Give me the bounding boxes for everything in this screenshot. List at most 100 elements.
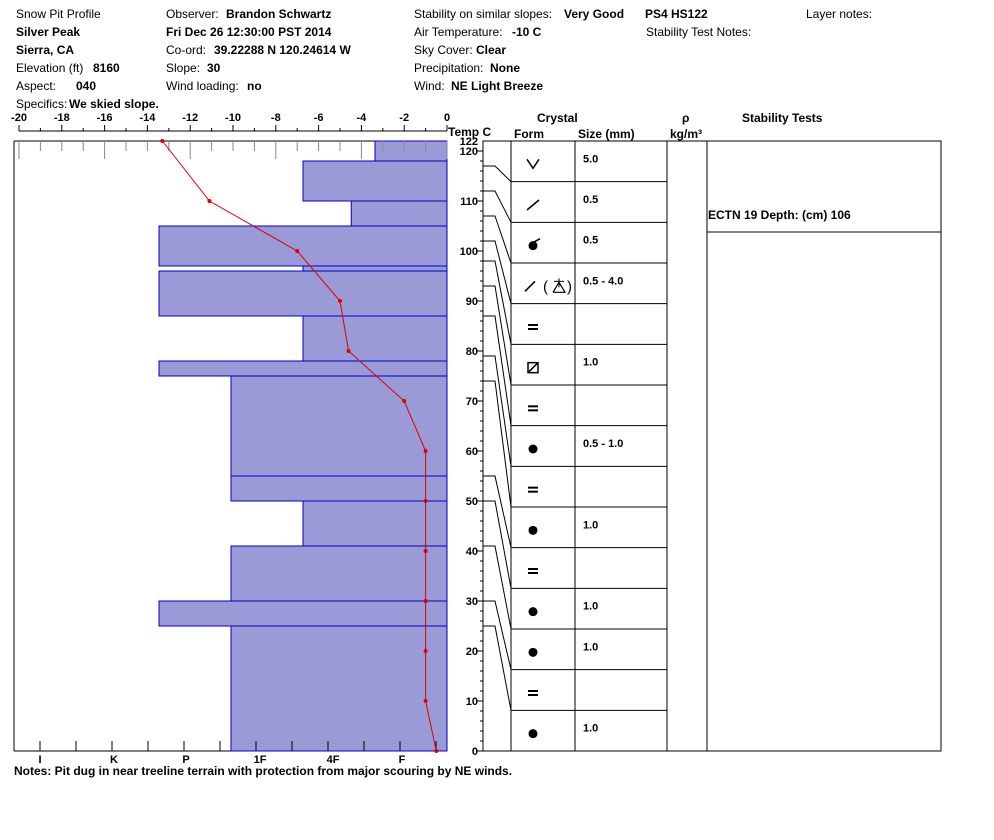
crystal-size: 0.5 [583, 194, 598, 206]
rounded-grain-icon [528, 525, 538, 535]
height-tick-label: 10 [466, 696, 478, 708]
sky-label: Sky Cover: [414, 43, 473, 57]
rounded-grain-icon [528, 607, 538, 617]
datetime: Fri Dec 26 12:30:00 PST 2014 [166, 25, 332, 39]
layer-connector [483, 475, 512, 548]
layer-connector [483, 165, 512, 183]
temperature-point [295, 249, 300, 253]
stability-tests-header: Stability Tests [742, 111, 823, 125]
height-tick-label: 20 [466, 646, 478, 658]
air-temp-value: -10 C [512, 25, 542, 39]
stability-test-result: ECTN 19 Depth: (cm) 106 [708, 208, 851, 222]
temperature-point [434, 749, 439, 753]
hardness-layer [230, 475, 448, 502]
crystal-size: 1.0 [583, 357, 598, 369]
density-unit-header: kg/m³ [670, 127, 703, 141]
hardness-label: P [182, 754, 189, 766]
air-temp-label: Air Temperature: [414, 25, 503, 39]
height-tick-label: 120 [460, 146, 478, 158]
layer-connector [483, 545, 512, 630]
observer-value: Brandon Schwartz [226, 7, 332, 21]
hardness-layer [230, 545, 448, 602]
layer-connector [483, 315, 512, 426]
hardness-layer [302, 500, 448, 547]
sky-value: Clear [476, 43, 507, 57]
notes: Notes: Pit dug in near treeline terrain … [14, 764, 513, 778]
hardness-label: I [38, 754, 41, 766]
layer-connector [483, 380, 512, 508]
stability-value: Very Good [564, 7, 625, 21]
decomposing-icon [526, 199, 540, 211]
layer-table-frame [482, 140, 942, 752]
hardness-layer [230, 375, 448, 477]
height-tick-label: 30 [466, 596, 478, 608]
hardness-layer [158, 225, 448, 267]
crystal-size: 1.0 [583, 519, 598, 531]
temperature-point [338, 299, 342, 303]
temp-axis-label: Temp C [448, 125, 492, 139]
temp-tick-label: -18 [54, 112, 70, 124]
size-header: Size (mm) [578, 127, 635, 141]
height-tick-label: 100 [460, 246, 478, 258]
rounded-grain-icon [528, 729, 538, 739]
rounded-grain-icon [528, 444, 538, 454]
temp-tick-label: -10 [225, 112, 241, 124]
hardness-label: 1F [254, 754, 267, 766]
temperature-point [346, 349, 351, 353]
temp-tick-label: -4 [357, 112, 368, 124]
temp-tick-label: -12 [182, 112, 198, 124]
hardness-layer [230, 625, 448, 752]
stability-test-notes-label: Stability Test Notes: [646, 25, 752, 39]
precip-label: Precipitation: [414, 61, 484, 75]
specifics-value: We skied slope. [69, 97, 159, 111]
crystal-size: 0.5 [583, 235, 598, 247]
elevation-label: Elevation (ft) [16, 61, 84, 75]
temp-tick-label: -20 [11, 112, 27, 124]
precip-value: None [490, 61, 520, 75]
temperature-point [160, 139, 165, 143]
wind-loading-label: Wind loading: [166, 79, 239, 93]
height-tick-label: 0 [472, 746, 478, 758]
depth-hoar-icon [526, 158, 540, 170]
temp-tick-label: -2 [399, 112, 409, 124]
height-top-label: 122 [460, 136, 478, 148]
aspect-value: 040 [76, 79, 97, 93]
hardness-layer [350, 200, 448, 227]
coord-value: 39.22288 N 120.24614 W [214, 43, 351, 57]
form-header: Form [514, 127, 544, 141]
layer-connector [483, 625, 512, 711]
layer-connector [483, 600, 512, 670]
faceted-icon [527, 362, 539, 374]
surface-hoar-icon [552, 281, 567, 293]
crystal-size: 1.0 [583, 723, 598, 735]
layer-notes-label: Layer notes: [806, 7, 873, 21]
hardness-label: K [110, 754, 118, 766]
hardness-layer [158, 600, 448, 627]
temperature-point [423, 549, 428, 553]
hardness-label: 4F [327, 754, 340, 766]
temperature-point [423, 599, 428, 603]
region: Sierra, CA [16, 43, 75, 57]
temp-tick-label: -6 [314, 112, 324, 124]
coord-label: Co-ord: [166, 43, 207, 57]
temp-tick-label: -8 [271, 112, 281, 124]
faceted-icon [527, 361, 539, 374]
hardness-layer [158, 360, 448, 377]
ps-value: PS4 HS122 [645, 7, 708, 21]
temp-tick-label: 0 [444, 112, 450, 124]
hardness-layer [302, 315, 448, 362]
temperature-point [207, 199, 212, 203]
layer-connector [483, 190, 512, 223]
layer-connector [483, 500, 512, 589]
height-tick-label: 70 [466, 396, 478, 408]
hardness-layer [302, 265, 448, 272]
wind-loading-value: no [247, 79, 262, 93]
crystal-size: 0.5 - 4.0 [583, 275, 623, 287]
layer-connector [483, 215, 512, 264]
wind-label: Wind: [414, 79, 445, 93]
layer-connector [483, 355, 512, 467]
height-tick-label: 90 [466, 296, 478, 308]
slope-value: 30 [207, 61, 221, 75]
temperature-point [423, 649, 428, 653]
